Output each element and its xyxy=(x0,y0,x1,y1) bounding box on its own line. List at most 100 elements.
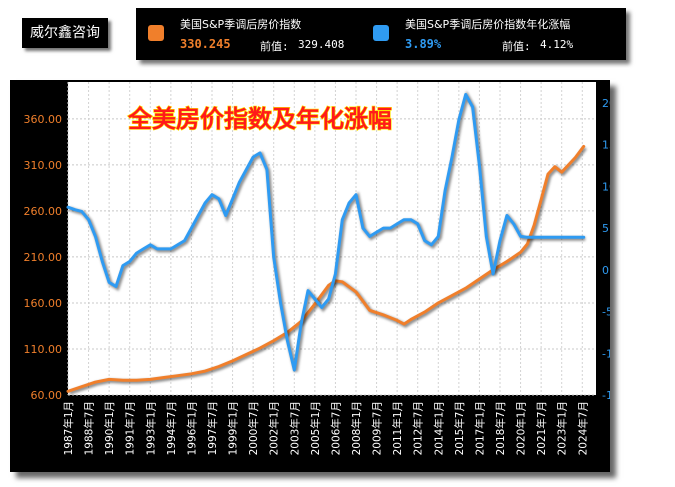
index-point xyxy=(191,373,193,375)
index-point xyxy=(451,295,453,297)
growth-point xyxy=(81,211,83,213)
x-tick-label: 2020年1月 xyxy=(515,401,528,455)
x-tick-label: 2003年7月 xyxy=(288,401,301,455)
growth-point xyxy=(492,273,494,275)
chart-panel: 60.00 110.00 160.00 210.00 260.00 310.00 360.0… xyxy=(10,80,641,472)
growth-point xyxy=(108,282,110,284)
x-tick-label: 1994年7月 xyxy=(165,401,178,455)
x-tick-label: 2014年1月 xyxy=(432,401,445,455)
index-point xyxy=(150,379,152,381)
index-point xyxy=(424,311,426,313)
right-tick-label: -5.0% xyxy=(602,306,610,319)
growth-point xyxy=(218,198,220,200)
index-point xyxy=(218,366,220,368)
legend-value-growth: 3.89% xyxy=(405,37,442,51)
brand-label: 威尔鑫咨询 xyxy=(22,18,108,48)
index-point xyxy=(136,380,138,382)
left-tick-label: 360.00 xyxy=(24,113,63,126)
x-tick-label: 2012年7月 xyxy=(412,401,425,455)
growth-point xyxy=(342,219,344,221)
index-point xyxy=(383,314,385,316)
growth-point xyxy=(307,290,309,292)
left-tick-label: 160.00 xyxy=(24,297,63,310)
growth-point xyxy=(273,257,275,259)
x-tick-label: 2000年7月 xyxy=(247,401,260,455)
series-group xyxy=(66,90,587,395)
left-axis-ticks: 60.00 110.00 160.00 210.00 260.00 310.00 360.0… xyxy=(24,113,63,402)
growth-point xyxy=(355,194,357,196)
growth-point xyxy=(527,237,529,239)
growth-point xyxy=(225,215,227,217)
index-point xyxy=(204,370,206,372)
growth-point xyxy=(198,215,200,217)
x-tick-label: 1999年1月 xyxy=(227,401,240,455)
growth-point xyxy=(583,237,585,239)
left-tick-label: 310.00 xyxy=(24,159,63,172)
x-tick-label: 2017年1月 xyxy=(473,401,486,455)
index-point xyxy=(438,302,440,304)
index-point xyxy=(314,303,316,305)
growth-point xyxy=(417,223,419,225)
growth-point xyxy=(67,206,69,208)
growth-point xyxy=(431,244,433,246)
growth-point xyxy=(534,237,536,239)
growth-point xyxy=(184,240,186,242)
growth-point xyxy=(472,106,474,108)
growth-point xyxy=(575,237,577,239)
growth-point xyxy=(170,248,172,250)
x-tick-label: 2009年7月 xyxy=(371,401,384,455)
index-point xyxy=(81,386,83,388)
growth-point xyxy=(95,236,97,238)
growth-point xyxy=(486,236,488,238)
index-point xyxy=(355,291,357,293)
growth-point xyxy=(163,248,165,250)
index-point xyxy=(534,224,536,226)
x-tick-label: 2021年7月 xyxy=(535,401,548,455)
growth-point xyxy=(150,244,152,246)
right-tick-label: 10.0% xyxy=(602,180,610,193)
index-point xyxy=(479,278,481,280)
index-point xyxy=(465,287,467,289)
growth-point xyxy=(582,237,584,239)
growth-point xyxy=(547,237,549,239)
growth-point xyxy=(204,202,206,204)
growth-point xyxy=(287,340,289,342)
index-point xyxy=(527,243,529,245)
index-point xyxy=(95,381,97,383)
growth-point xyxy=(191,227,193,229)
growth-point xyxy=(321,307,323,309)
line-chart: 60.00 110.00 160.00 210.00 260.00 310.00 360.0… xyxy=(24,82,641,455)
legend-prev-label-growth: 前值: xyxy=(502,40,531,53)
growth-point xyxy=(403,219,405,221)
index-point xyxy=(540,199,542,201)
right-tick-label: -10.0% xyxy=(602,347,610,360)
series-line-index xyxy=(66,144,586,393)
index-point xyxy=(403,323,405,325)
x-tick-label: 1987年1月 xyxy=(62,401,75,455)
index-point xyxy=(396,320,398,322)
growth-point xyxy=(102,261,104,263)
growth-point xyxy=(444,190,446,192)
growth-point xyxy=(74,209,76,211)
growth-point xyxy=(451,156,453,158)
growth-point xyxy=(259,152,261,154)
right-tick-label: 5.0% xyxy=(602,222,610,235)
index-point xyxy=(163,377,165,379)
index-point xyxy=(273,340,275,342)
x-tick-label: 1996年1月 xyxy=(185,401,198,455)
growth-point xyxy=(369,236,371,238)
growth-point xyxy=(246,169,248,171)
growth-point xyxy=(300,323,302,325)
left-tick-label: 110.00 xyxy=(24,343,63,356)
growth-point xyxy=(410,219,412,221)
growth-point xyxy=(348,202,350,204)
index-point xyxy=(246,354,248,356)
growth-point xyxy=(499,240,501,242)
index-point xyxy=(369,310,371,312)
x-tick-label: 1990年1月 xyxy=(103,401,116,455)
growth-point xyxy=(115,286,117,288)
growth-point xyxy=(554,237,556,239)
legend-prev-label-index: 前值: xyxy=(260,40,289,53)
x-tick-label: 2005年1月 xyxy=(309,401,322,455)
index-point xyxy=(520,252,522,254)
